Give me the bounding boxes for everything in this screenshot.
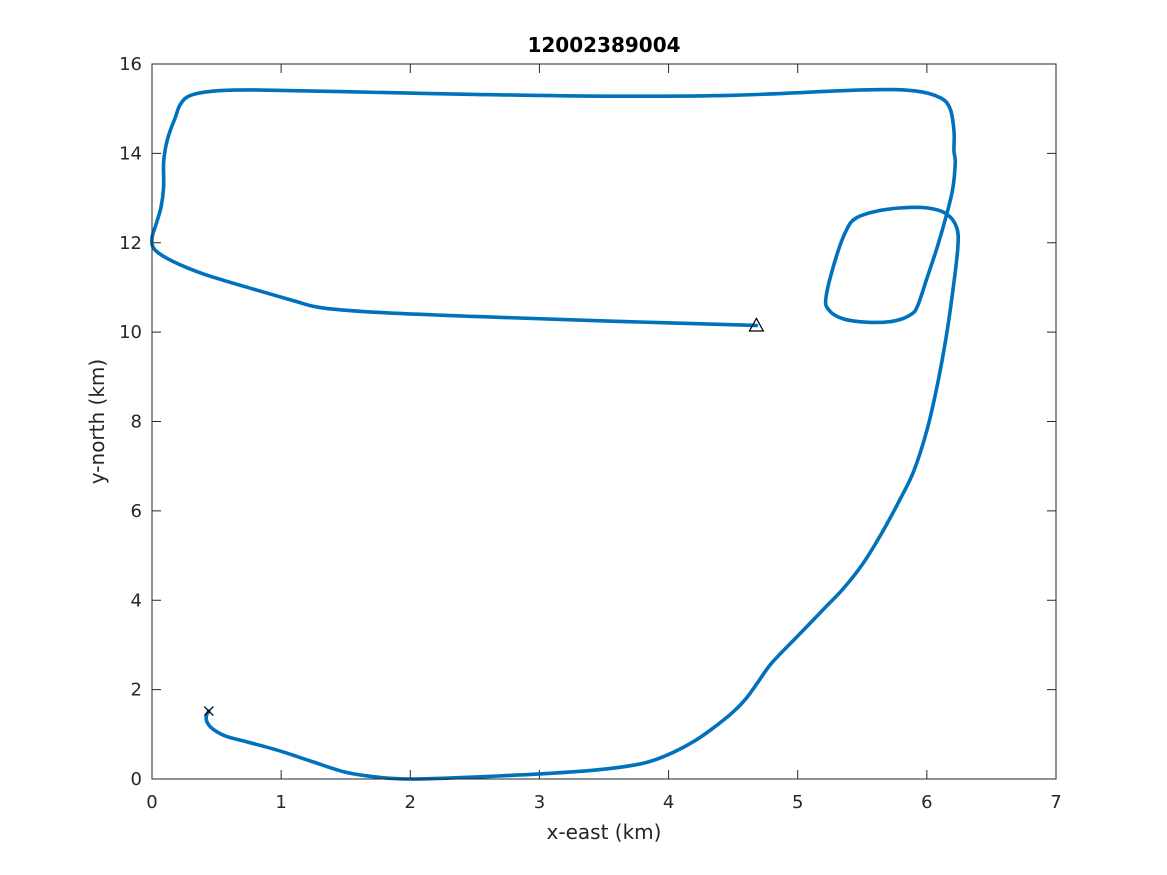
x-tick-label: 4 [663,792,674,813]
trajectory-line [150,87,961,781]
x-tick-label: 1 [275,792,286,813]
plot-area [152,64,1056,779]
y-tick-label: 4 [131,590,142,611]
chart-title: 12002389004 [527,33,680,57]
y-tick-label: 14 [119,143,142,164]
y-tick-label: 6 [131,501,142,522]
x-tick-label: 6 [921,792,932,813]
y-tick-label: 2 [131,680,142,701]
start-marker-x [203,706,214,717]
x-axis-label: x-east (km) [547,820,662,844]
y-tick-label: 8 [131,412,142,433]
y-tick-label: 10 [119,322,142,343]
y-tick-label: 12 [119,233,142,254]
x-tick-label: 0 [146,792,157,813]
x-tick-label: 5 [792,792,803,813]
x-tick-label: 2 [405,792,416,813]
x-tick-label: 7 [1050,792,1061,813]
y-axis-label: y-north (km) [85,359,109,484]
plot-frame [151,63,1057,780]
x-tick-label: 3 [534,792,545,813]
y-tick-label: 0 [131,769,142,790]
y-tick-label: 16 [119,54,142,75]
start-marker-stroke [203,706,214,717]
end-marker-triangle [748,317,765,332]
data-layer [150,87,961,781]
